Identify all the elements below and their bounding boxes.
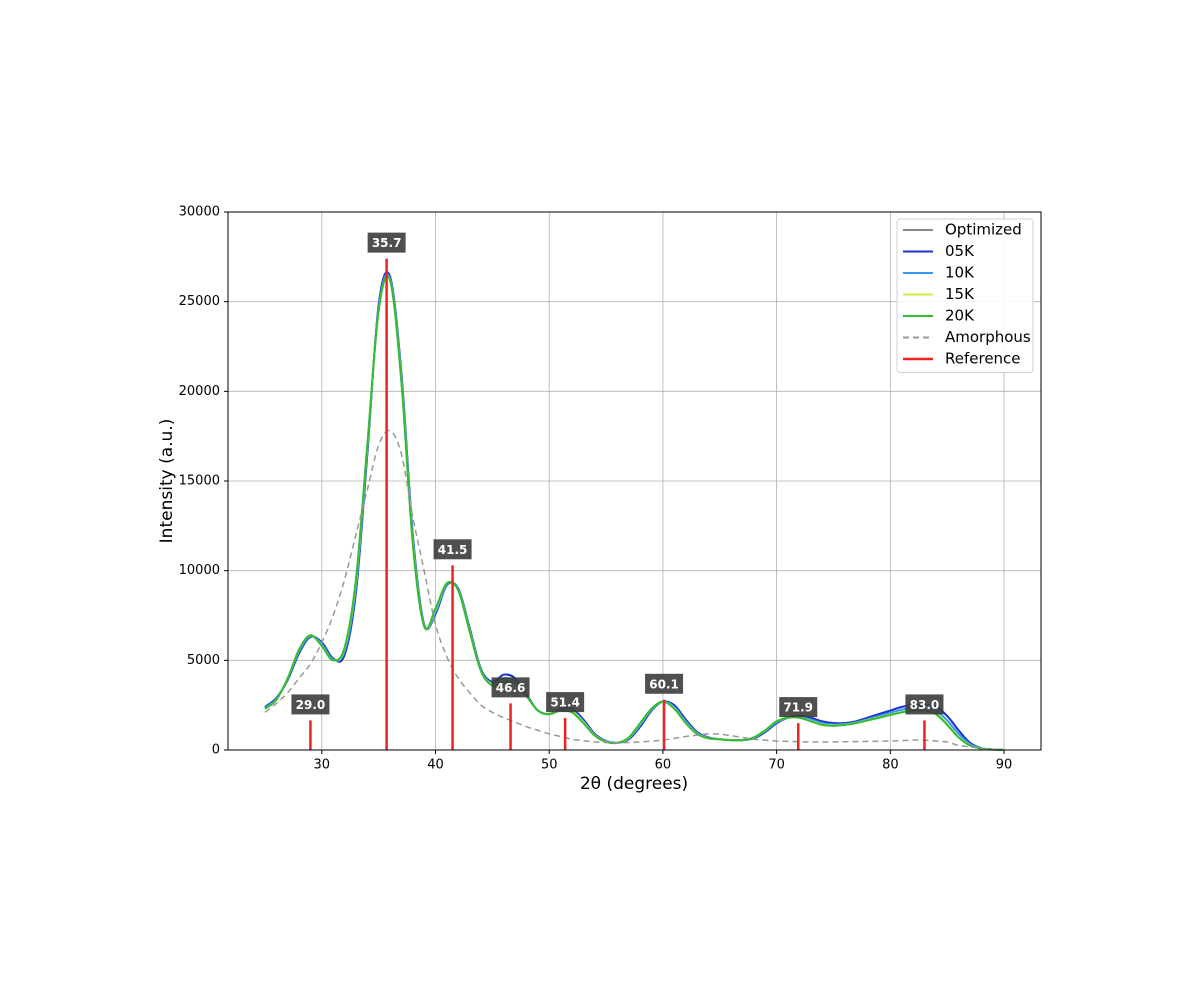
legend-label: Amorphous <box>945 328 1031 346</box>
peak-label-text: 29.0 <box>296 698 326 712</box>
peak-label-box <box>491 677 530 698</box>
y-tick-label: 20000 <box>179 384 220 399</box>
y-tick-label: 10000 <box>179 563 220 578</box>
x-tick-label: 40 <box>427 758 444 773</box>
peak-label: 46.6 <box>491 677 530 698</box>
x-axis-title: 2θ (degrees) <box>580 774 688 794</box>
legend-label: 10K <box>945 264 975 282</box>
peak-label: 60.1 <box>645 673 684 694</box>
peak-label: 71.9 <box>779 697 818 718</box>
legend-label: Optimized <box>945 221 1022 239</box>
peak-label: 83.0 <box>905 694 944 715</box>
series-line <box>264 274 1005 751</box>
series-line <box>264 429 1005 751</box>
y-tick-label: 0 <box>212 743 220 758</box>
x-tick-label: 70 <box>768 758 785 773</box>
peak-label-text: 71.9 <box>783 701 813 715</box>
y-axis-title: Intensity (a.u.) <box>157 419 177 544</box>
x-tick-label: 30 <box>314 758 331 773</box>
peak-label-box <box>779 697 818 718</box>
peak-label-box <box>905 694 944 715</box>
y-tick-label: 30000 <box>179 205 220 220</box>
peak-label-text: 35.7 <box>372 236 402 250</box>
peak-label-box <box>645 673 684 694</box>
x-tick-label: 90 <box>996 758 1013 773</box>
peak-label: 41.5 <box>433 539 472 560</box>
peak-label-text: 46.6 <box>496 681 526 695</box>
legend-box <box>896 218 1034 373</box>
peak-label-text: 51.4 <box>550 696 580 710</box>
legend-label: Reference <box>945 350 1021 368</box>
plot-frame <box>227 211 1042 751</box>
peak-label: 29.0 <box>291 694 330 715</box>
peak-label: 35.7 <box>367 232 406 253</box>
legend-label: 05K <box>945 242 975 260</box>
x-tick-label: 50 <box>541 758 558 773</box>
peak-label-box <box>546 692 585 713</box>
peak-label-box <box>367 232 406 253</box>
peak-label-text: 83.0 <box>910 698 940 712</box>
x-tick-label: 80 <box>882 758 899 773</box>
peak-label: 51.4 <box>546 692 585 713</box>
legend-label: 20K <box>945 307 975 325</box>
peak-label-box <box>291 694 330 715</box>
peak-label-box <box>433 539 472 560</box>
y-tick-label: 15000 <box>179 474 220 489</box>
peak-label-text: 41.5 <box>438 543 468 557</box>
y-tick-label: 25000 <box>179 294 220 309</box>
legend-label: 15K <box>945 285 975 303</box>
peak-label-text: 60.1 <box>649 677 679 691</box>
x-tick-label: 60 <box>655 758 672 773</box>
y-tick-label: 5000 <box>187 653 220 668</box>
